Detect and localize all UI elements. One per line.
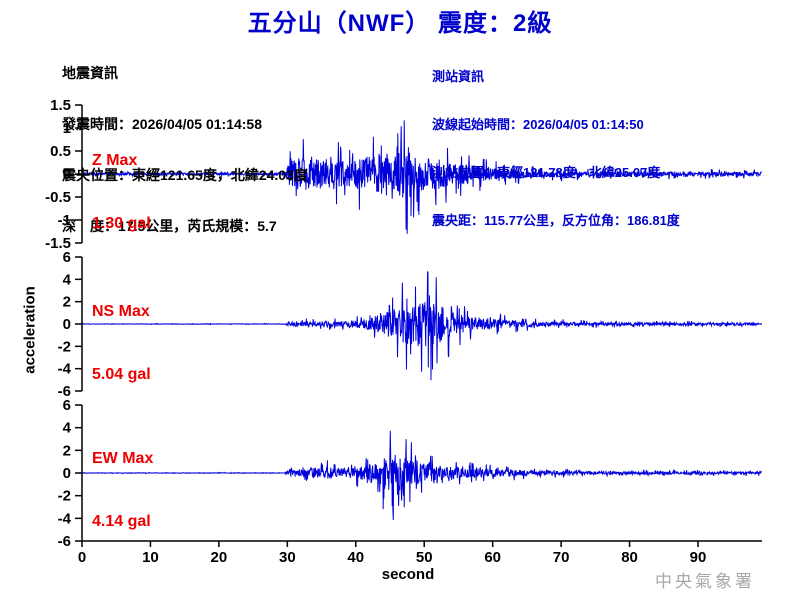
ns-max-annotation: NS Max 5.04 gal <box>92 259 151 427</box>
x-tick-label: 60 <box>484 549 501 566</box>
ns-y-tick-label: 0 <box>63 316 71 333</box>
earthquake-info-block: 地震資訊 發震時間：2026/04/05 01:14:58 震央位置：東經121… <box>62 31 308 269</box>
ew-y-tick-label: -6 <box>58 533 71 550</box>
z-y-tick-label: -1 <box>58 212 71 229</box>
ew-y-tick-label: 6 <box>63 397 71 414</box>
z-max-value: 1.30 gal <box>92 215 151 232</box>
x-tick-label: 70 <box>553 549 570 566</box>
ns-max-label: NS Max <box>92 303 150 320</box>
agency-watermark: 中央氣象署 <box>655 572 755 591</box>
ns-y-tick-label: 4 <box>63 271 72 288</box>
station-location: 測站位置：東經121.78度，北緯25.07度 <box>432 165 661 180</box>
ew-y-tick-label: -4 <box>58 510 72 527</box>
z-y-tick-label: 0.5 <box>50 143 71 160</box>
x-axis-title: second <box>381 566 435 583</box>
ew-max-label: EW Max <box>92 450 154 467</box>
station-distance-azimuth: 震央距：115.77公里，反方位角：186.81度 <box>432 213 680 228</box>
z-y-tick-label: -0.5 <box>45 189 71 206</box>
ns-y-tick-label: -4 <box>58 361 72 378</box>
eq-origin-time: 發震時間：2026/04/05 01:14:58 <box>62 116 262 132</box>
x-tick-label: 0 <box>78 549 86 566</box>
x-tick-label: 30 <box>279 549 296 566</box>
ew-y-tick-label: -2 <box>58 488 71 505</box>
x-tick-label: 80 <box>621 549 638 566</box>
eq-info-heading: 地震資訊 <box>62 65 118 81</box>
x-tick-label: 90 <box>690 549 707 566</box>
ew-waveform-trace <box>81 430 762 520</box>
eq-depth-magnitude: 深 度：17.5公里，芮氏規模：5.7 <box>62 218 277 234</box>
x-tick-label: 50 <box>416 549 433 566</box>
station-wave-start: 波線起始時間：2026/04/05 01:14:50 <box>432 117 644 132</box>
z-max-label: Z Max <box>92 152 138 169</box>
ns-y-tick-label: -2 <box>58 338 71 355</box>
ew-y-tick-label: 4 <box>63 420 72 437</box>
station-info-heading: 測站資訊 <box>432 69 485 84</box>
x-tick-label: 10 <box>142 549 159 566</box>
ew-max-value: 4.14 gal <box>92 513 151 530</box>
z-waveform-trace <box>81 120 762 234</box>
z-y-tick-label: 0 <box>63 166 71 183</box>
ew-max-annotation: EW Max 4.14 gal <box>92 406 153 574</box>
ew-y-tick-label: 2 <box>63 442 71 459</box>
ns-waveform-trace <box>81 271 762 381</box>
x-tick-label: 20 <box>211 549 228 566</box>
ns-max-value: 5.04 gal <box>92 366 151 383</box>
ew-y-tick-label: 0 <box>63 465 71 482</box>
station-info-block: 測站資訊 波線起始時間：2026/04/05 01:14:50 測站位置：東經1… <box>432 37 680 261</box>
page-title: 五分山（NWF） 震度：2級 <box>247 10 553 37</box>
y-axis-title: acceleration <box>21 286 39 374</box>
z-y-tick-label: 1 <box>63 120 71 137</box>
ns-y-tick-label: 2 <box>63 294 71 311</box>
z-max-annotation: Z Max 1.30 gal <box>92 108 151 276</box>
eq-epicenter: 震央位置：東經121.65度，北緯24.03度 <box>62 167 308 183</box>
z-y-tick-label: -1.5 <box>45 235 71 252</box>
x-tick-label: 40 <box>347 549 364 566</box>
ns-y-tick-label: 6 <box>63 249 71 266</box>
z-y-tick-label: 1.5 <box>50 97 71 114</box>
ns-y-tick-label: -6 <box>58 383 71 400</box>
